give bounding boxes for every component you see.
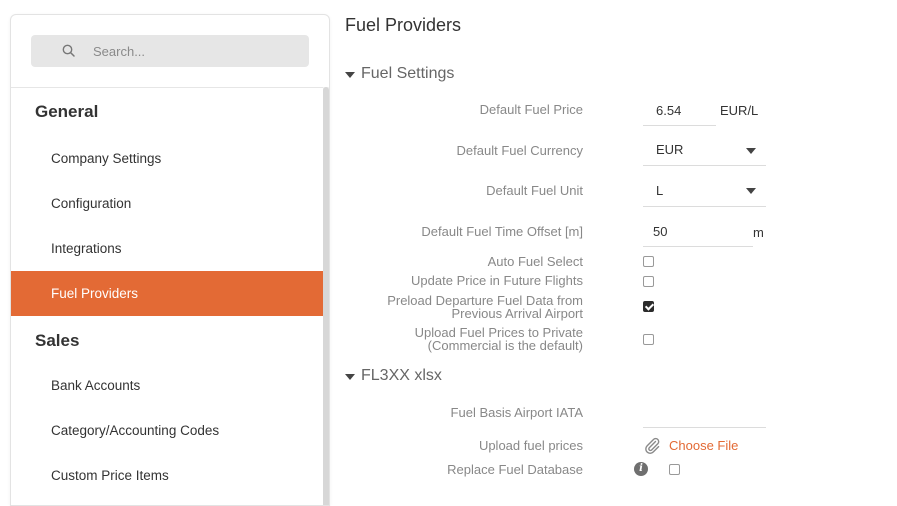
xlsx-heading: FL3XX xlsx bbox=[361, 367, 442, 384]
default-fuel-price-value: 6.54 bbox=[656, 103, 682, 118]
section-title-general: General bbox=[35, 102, 99, 121]
preload-departure-checkbox[interactable] bbox=[643, 301, 654, 312]
default-fuel-time-offset-unit: m bbox=[753, 225, 764, 240]
upload-private-label-line2: (Commercial is the default) bbox=[427, 338, 583, 353]
fuel-settings-header[interactable]: Fuel Settings bbox=[345, 65, 454, 83]
sidebar-item-category-accounting-codes[interactable]: Category/Accounting Codes bbox=[51, 423, 220, 438]
default-fuel-currency-value: EUR bbox=[656, 142, 684, 157]
auto-fuel-select-label: Auto Fuel Select bbox=[487, 254, 583, 269]
default-fuel-unit-label: Default Fuel Unit bbox=[486, 183, 583, 198]
default-fuel-time-offset-input[interactable] bbox=[643, 221, 753, 247]
update-price-future-checkbox[interactable] bbox=[643, 276, 654, 287]
settings-sidebar: General Company Settings Configuration I… bbox=[10, 14, 330, 506]
upload-private-label-line1: Upload Fuel Prices to Private bbox=[414, 325, 583, 340]
search-area bbox=[11, 15, 329, 88]
info-icon[interactable]: i bbox=[634, 462, 648, 476]
default-fuel-price-label: Default Fuel Price bbox=[479, 102, 583, 117]
search-input[interactable] bbox=[93, 41, 293, 61]
chevron-down-icon bbox=[746, 188, 756, 194]
preload-departure-label-line2: Previous Arrival Airport bbox=[451, 306, 584, 321]
sidebar-item-integrations[interactable]: Integrations bbox=[51, 241, 122, 256]
default-fuel-time-offset-label: Default Fuel Time Offset [m] bbox=[421, 224, 583, 239]
sidebar-item-company-settings[interactable]: Company Settings bbox=[51, 151, 162, 166]
fuel-settings-heading: Fuel Settings bbox=[361, 65, 455, 82]
caret-down-icon bbox=[345, 373, 355, 380]
update-price-future-label: Update Price in Future Flights bbox=[411, 273, 583, 288]
upload-fuel-prices-label: Upload fuel prices bbox=[478, 438, 583, 453]
page-title: Fuel Providers bbox=[345, 15, 462, 35]
caret-down-icon bbox=[345, 71, 355, 78]
section-title-sales: Sales bbox=[35, 331, 80, 350]
default-fuel-unit-value: L bbox=[656, 183, 664, 198]
fuel-basis-airport-label: Fuel Basis Airport IATA bbox=[450, 405, 583, 420]
paperclip-icon bbox=[645, 437, 660, 454]
preload-departure-label-line1: Preload Departure Fuel Data from bbox=[387, 293, 583, 308]
chevron-down-icon bbox=[746, 148, 756, 154]
default-fuel-time-offset-value: 50 bbox=[653, 224, 668, 239]
choose-file-button[interactable]: Choose File bbox=[643, 436, 738, 454]
default-fuel-price-input[interactable] bbox=[643, 100, 716, 126]
search-icon bbox=[62, 44, 75, 57]
sidebar-item-bank-accounts[interactable]: Bank Accounts bbox=[51, 378, 141, 393]
scrollbar-thumb[interactable] bbox=[323, 87, 329, 505]
sidebar-item-configuration[interactable]: Configuration bbox=[51, 196, 132, 211]
sidebar-item-fuel-providers[interactable]: Fuel Providers bbox=[11, 271, 323, 316]
default-fuel-currency-select[interactable] bbox=[643, 140, 766, 166]
choose-file-label: Choose File bbox=[669, 437, 739, 453]
xlsx-header[interactable]: FL3XX xlsx bbox=[345, 367, 442, 385]
default-fuel-currency-label: Default Fuel Currency bbox=[456, 143, 583, 158]
default-fuel-price-unit: EUR/L bbox=[720, 103, 759, 118]
sidebar-item-custom-price-items[interactable]: Custom Price Items bbox=[51, 468, 169, 483]
search-box[interactable] bbox=[31, 35, 309, 67]
default-fuel-unit-select[interactable] bbox=[643, 181, 766, 207]
upload-private-checkbox[interactable] bbox=[643, 334, 654, 345]
sidebar-scrollbar[interactable] bbox=[323, 87, 329, 505]
replace-fuel-db-checkbox[interactable] bbox=[669, 464, 680, 475]
replace-fuel-db-label: Replace Fuel Database bbox=[447, 462, 583, 477]
fuel-basis-airport-input[interactable] bbox=[643, 402, 766, 428]
auto-fuel-select-checkbox[interactable] bbox=[643, 256, 654, 267]
